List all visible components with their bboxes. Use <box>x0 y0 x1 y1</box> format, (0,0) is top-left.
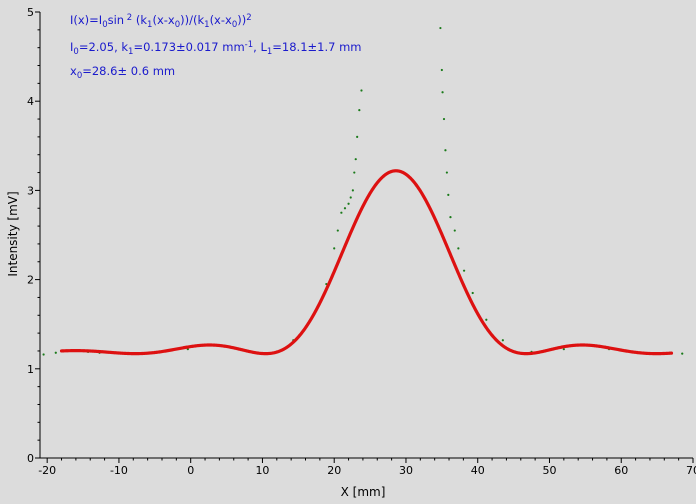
measured-point <box>336 229 339 232</box>
y-tick-label: 1 <box>27 363 34 376</box>
y-tick-label: 3 <box>27 184 34 197</box>
plot-area <box>40 12 693 458</box>
measured-point <box>681 352 684 355</box>
x-tick-label: 70 <box>686 464 696 477</box>
measured-point <box>340 211 343 214</box>
measured-point <box>347 202 350 205</box>
annotation-line: x0=28.6± 0.6 mm <box>70 64 175 81</box>
measured-point <box>42 353 45 356</box>
x-tick-label: 40 <box>471 464 485 477</box>
measured-point <box>562 348 565 351</box>
measured-point <box>442 117 446 121</box>
measured-point <box>439 26 442 30</box>
fit-curve <box>59 169 674 356</box>
y-axis-title: Intensity [mV] <box>6 191 20 276</box>
measured-point <box>353 171 356 174</box>
x-tick-label: 0 <box>187 464 194 477</box>
measured-point <box>457 247 460 250</box>
measured-point <box>501 339 504 342</box>
x-axis-ticks: -20 -10 0 10 20 30 40 50 60 70 <box>38 458 696 477</box>
x-tick-label: 60 <box>614 464 628 477</box>
fit-annotation: I(x)=I0sin 2 (k1(x-x0))/(k1(x-x0))2 I0=2.… <box>70 13 362 81</box>
y-tick-label: 0 <box>27 452 34 465</box>
axes <box>39 12 693 459</box>
measured-point <box>354 158 357 161</box>
y-tick-label: 4 <box>27 95 34 108</box>
measured-point <box>343 207 347 210</box>
measured-point <box>349 196 352 199</box>
measured-point <box>449 216 452 219</box>
measured-point <box>447 193 450 196</box>
plot-background <box>40 12 693 458</box>
measured-point <box>333 247 336 250</box>
x-tick-label: 30 <box>399 464 413 477</box>
annotation-line: I0=2.05, k1=0.173±0.017 mm-1, L1=18.1±1.… <box>70 40 362 57</box>
annotation-line: I(x)=I0sin 2 (k1(x-x0))/(k1(x-x0))2 <box>70 13 252 30</box>
measured-point <box>351 189 354 192</box>
x-tick-label: -10 <box>110 464 128 477</box>
measured-point <box>356 135 359 138</box>
fit-curve-line <box>59 169 674 356</box>
measured-point <box>54 351 57 354</box>
measured-point <box>444 149 447 152</box>
measured-point <box>471 291 474 295</box>
x-axis-title: X [mm] <box>341 485 386 499</box>
x-tick-label: -20 <box>38 464 56 477</box>
x-tick-label: 20 <box>327 464 341 477</box>
x-tick-label: 50 <box>542 464 556 477</box>
measured-point <box>485 318 488 321</box>
x-tick-label: 10 <box>255 464 269 477</box>
measured-point <box>440 68 443 72</box>
measured-point <box>358 109 361 112</box>
measured-point <box>360 89 363 92</box>
y-tick-label: 2 <box>27 274 34 287</box>
measured-point <box>441 91 444 94</box>
y-axis-ticks: 0 1 2 3 4 5 <box>27 6 40 465</box>
measured-point <box>462 269 466 272</box>
y-tick-label: 5 <box>27 6 34 19</box>
measured-point <box>445 171 448 174</box>
measured-point <box>453 229 456 232</box>
